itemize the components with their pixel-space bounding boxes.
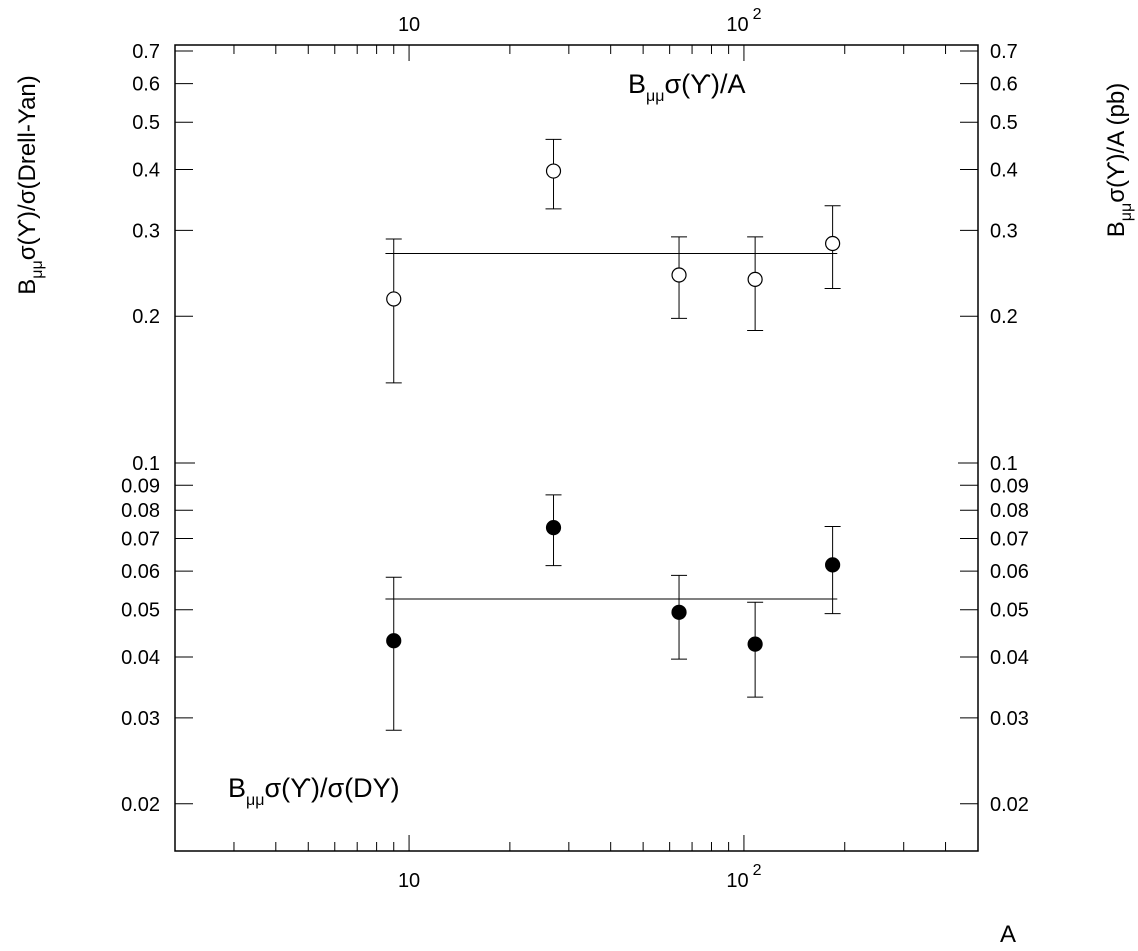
series-label-lower: Bμμσ(ϒ)/σ(DY) [228,773,400,809]
ticks [174,45,979,851]
y-axis-title-left: Bμμσ(ϒ)/σ(Drell-Yan) [14,75,46,295]
data-point-open [545,163,562,179]
markers [386,163,841,652]
y-tick-label-left: 0.4 [132,159,160,181]
data-point-filled [386,633,402,649]
y-tick-label-left: 0.06 [121,561,160,583]
x-tick-label-bottom: 10 [398,870,420,892]
y-tick-label-left: 0.09 [121,475,160,497]
data-point-filled [825,557,841,573]
data-point-open [747,271,763,287]
y-tick-label-left: 0.5 [132,112,160,134]
y-tick-label-right: 0.1 [990,453,1018,475]
data-point-filled [671,604,687,620]
y-tick-label-left: 0.02 [121,794,160,816]
y-tick-label-left: 0.1 [132,453,160,475]
y-tick-label-left: 0.05 [121,600,160,622]
data-point-open [386,291,402,307]
y-tick-label-right: 0.06 [990,561,1029,583]
y-tick-label-right: 0.07 [990,529,1029,551]
y-axis-title-right: Bμμσ(ϒ)/A (pb) [1103,83,1135,238]
y-tick-label-right: 0.08 [990,500,1029,522]
y-tick-label-right: 0.4 [990,159,1018,181]
y-tick-label-right: 0.2 [990,306,1018,328]
y-tick-label-right: 0.6 [990,74,1018,96]
data-point-open [671,267,687,283]
y-tick-label-right: 0.3 [990,220,1018,242]
x-tick-label-bottom: 10 2 [726,862,761,892]
y-tick-label-right: 0.03 [990,708,1029,730]
data-point-filled [747,636,763,652]
error-bars [385,138,841,731]
y-tick-label-left: 0.08 [121,500,160,522]
y-tick-label-right: 0.05 [990,600,1029,622]
y-tick-label-right: 0.02 [990,794,1029,816]
y-tick-label-right: 0.7 [990,41,1018,63]
plot-frame [174,44,979,852]
y-tick-label-left: 0.3 [132,220,160,242]
data-point-open [825,235,841,252]
x-axis-title: A [1000,921,1016,948]
data-point-filled [545,519,562,536]
y-tick-label-right: 0.09 [990,475,1029,497]
y-tick-label-left: 0.6 [132,74,160,96]
y-tick-label-right: 0.5 [990,112,1018,134]
y-tick-label-left: 0.07 [121,529,160,551]
x-tick-label-top: 10 2 [726,6,761,36]
y-tick-label-left: 0.2 [132,306,160,328]
fit-lines [385,252,838,600]
y-tick-label-left: 0.03 [121,708,160,730]
tick-labels: 10 10 10 2 10 2 0.7 0.7 0.6 0.6 0.5 0.5 0.4 0.4 0.3 0.3… [121,6,1029,892]
series-label-upper: Bμμσ(ϒ)/A [628,69,745,105]
y-tick-label-right: 0.04 [990,647,1029,669]
y-tick-label-left: 0.04 [121,647,160,669]
y-tick-label-left: 0.7 [132,41,160,63]
x-tick-label-top: 10 [398,14,420,36]
